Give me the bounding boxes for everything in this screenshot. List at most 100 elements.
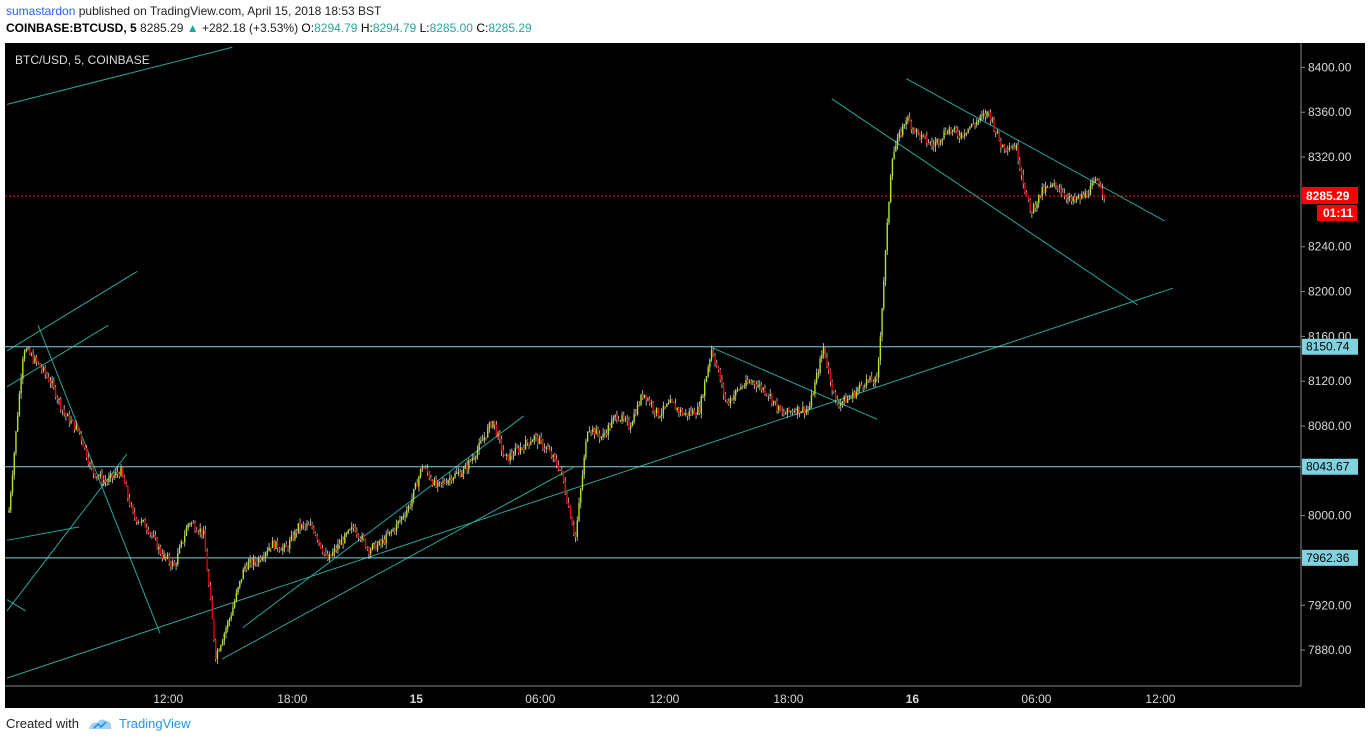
tradingview-logo-icon: [88, 718, 112, 729]
candle-down: [44, 367, 46, 375]
candle-up: [946, 133, 949, 135]
candle-up: [810, 394, 813, 407]
candle-up: [685, 413, 687, 415]
candle-down: [550, 450, 553, 458]
candle-up: [512, 455, 515, 457]
author-link[interactable]: sumastardon: [6, 4, 76, 18]
candle-down: [1024, 183, 1026, 193]
candle-down: [366, 547, 368, 549]
candle-down: [1029, 200, 1031, 211]
candle-up: [30, 354, 33, 356]
candle-down: [173, 562, 176, 566]
price-chart[interactable]: 7880.007920.008000.008080.008120.008160.…: [5, 43, 1365, 708]
candle-down: [569, 506, 572, 519]
candle-down: [826, 357, 828, 367]
candle-down: [299, 523, 301, 529]
candle-up: [936, 139, 938, 143]
candle-up: [903, 124, 906, 126]
candle-up: [636, 404, 639, 415]
candle-up: [576, 520, 578, 537]
candle-down: [60, 399, 62, 410]
candle-up: [702, 396, 704, 398]
candle-up: [631, 422, 634, 427]
candle-up: [612, 417, 615, 421]
candle-up: [237, 587, 239, 593]
candle-down: [1027, 195, 1030, 201]
price-axis-panel: [1301, 43, 1365, 708]
candle-down: [196, 530, 198, 532]
candle-up: [388, 531, 391, 535]
candle-up: [905, 120, 907, 125]
candle-down: [209, 585, 212, 600]
candle-down: [469, 460, 472, 462]
candle-up: [530, 442, 532, 445]
candle-down: [116, 472, 119, 474]
candle-up: [981, 115, 983, 117]
candle-up: [643, 394, 646, 398]
candle-up: [464, 465, 467, 469]
candle-up: [153, 535, 155, 537]
candle-up: [819, 358, 821, 373]
candle-down: [357, 534, 360, 539]
candle-down: [516, 448, 518, 450]
candle-up: [852, 392, 854, 398]
candle-up: [531, 440, 534, 443]
candle-up: [454, 473, 456, 478]
trendline: [6, 270, 138, 352]
tradingview-brand-link[interactable]: TradingView: [118, 716, 191, 731]
trendline: [6, 324, 109, 388]
candle-up: [1069, 196, 1071, 198]
candle-down: [35, 357, 38, 362]
candle-down: [106, 481, 108, 483]
candle-down: [1003, 144, 1006, 150]
candle-down: [535, 435, 537, 437]
candle-up: [20, 378, 22, 394]
candle-down: [922, 134, 925, 136]
candle-down: [394, 529, 396, 532]
candle-down: [135, 517, 138, 523]
candle-up: [225, 628, 227, 634]
candle-up: [290, 535, 293, 541]
candle-down: [993, 119, 995, 131]
candle-up: [559, 469, 561, 471]
candle-up: [864, 385, 866, 387]
high-value: 8294.79: [372, 21, 417, 35]
candle-up: [817, 372, 820, 374]
candle-down: [728, 401, 730, 404]
candle-down: [957, 130, 959, 136]
candle-up: [912, 128, 914, 130]
candle-up: [397, 521, 399, 524]
candle-down: [567, 502, 570, 507]
candle-up: [970, 123, 973, 127]
candle-down: [872, 381, 875, 384]
candle-down: [295, 530, 298, 533]
candle-up: [805, 409, 808, 414]
candle-up: [242, 569, 244, 580]
candle-down: [686, 413, 689, 416]
candle-up: [189, 523, 191, 525]
candle-up: [519, 447, 522, 453]
candle-down: [547, 447, 549, 450]
chart-area[interactable]: 7880.00 7920.00 8000.00 8080.00 8120.00 8160.…: [5, 43, 1365, 708]
candle-down: [681, 409, 684, 415]
candle-up: [13, 452, 15, 476]
candle-down: [128, 497, 131, 506]
candle-down: [444, 481, 446, 483]
candle-up: [34, 357, 36, 363]
candle-up: [683, 414, 685, 416]
candle-down: [292, 535, 294, 540]
candle-up: [1041, 187, 1043, 197]
candle-up: [729, 398, 732, 404]
candle-up: [1001, 144, 1004, 148]
candle-up: [898, 132, 900, 138]
candle-up: [180, 541, 182, 548]
candle-down: [635, 413, 637, 415]
candle-up: [177, 553, 179, 565]
chart-header: sumastardon published on TradingView.com…: [6, 3, 532, 37]
candle-down: [924, 134, 926, 136]
candle-down: [73, 421, 76, 430]
candle-down: [368, 547, 370, 554]
candle-down: [605, 433, 608, 435]
candle-up: [239, 580, 241, 588]
candle-up: [907, 117, 909, 121]
